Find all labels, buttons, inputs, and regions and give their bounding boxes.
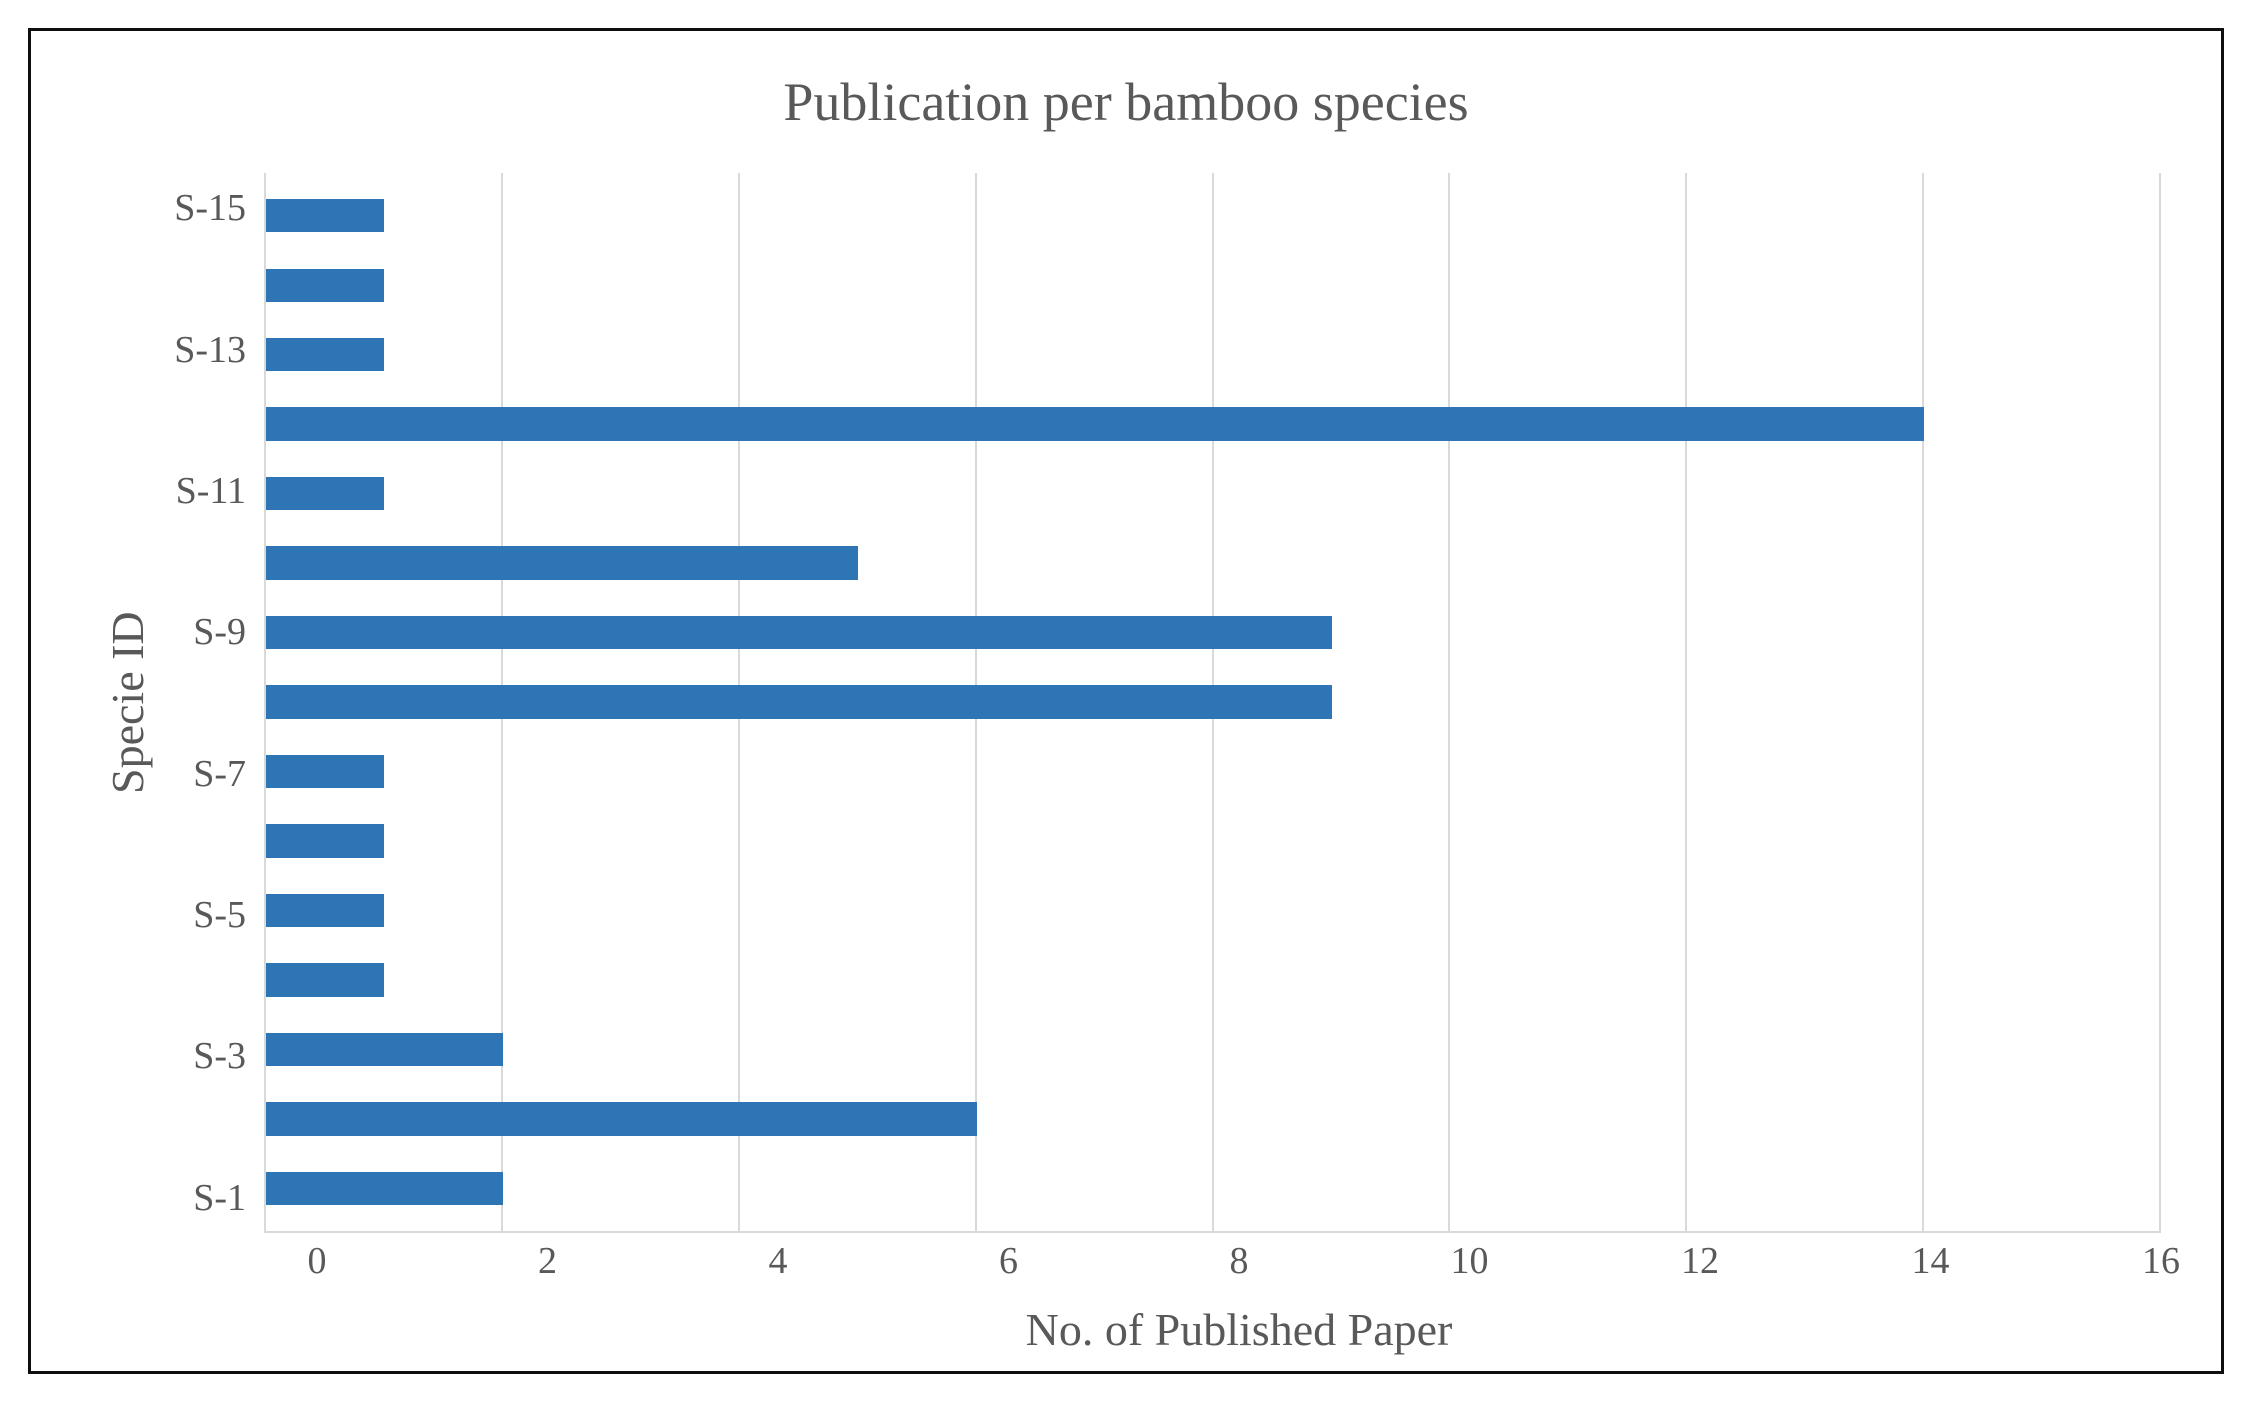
x-tick-label: 16 [2142, 1239, 2180, 1283]
outer-frame: Publication per bamboo species Specie ID… [0, 0, 2252, 1402]
y-tick-label: S-3 [193, 1034, 246, 1078]
y-tick-slot: S-11 [176, 456, 246, 527]
bar [266, 963, 384, 996]
y-tick-slot: S-9 [193, 597, 246, 668]
bar [266, 616, 1332, 649]
bar [266, 1033, 503, 1066]
x-axis-title: No. of Published Paper [317, 1303, 2161, 1356]
y-tick-label: S-13 [174, 328, 246, 372]
plot-wrapper: Specie ID S-15 S-13 S-11 S-9 S-7 S-5 S-3 S-1 [91, 173, 2161, 1233]
bar-slot [266, 667, 2161, 736]
x-axis-left-pad: Specie ID S-15 [91, 1233, 317, 1356]
x-axis-column: 0246810121416 No. of Published Paper [317, 1233, 2161, 1356]
y-tick-slot: S-3 [193, 1021, 246, 1092]
bar-slot [266, 1084, 2161, 1153]
bar-slot [266, 389, 2161, 458]
bar-slot [266, 945, 2161, 1014]
bar-slot [266, 528, 2161, 597]
chart-container: Publication per bamboo species Specie ID… [28, 28, 2224, 1374]
x-tick-label: 12 [1681, 1239, 1719, 1283]
bar [266, 407, 1924, 440]
bar [266, 546, 858, 579]
y-tick-label: S-15 [174, 186, 246, 230]
y-tick-slot: S-15 [174, 173, 246, 244]
bar-slot [266, 459, 2161, 528]
bar [266, 199, 384, 232]
y-tick-label: S-1 [193, 1176, 246, 1220]
x-tick-label: 4 [769, 1239, 788, 1283]
bar-slot [266, 181, 2161, 250]
y-tick-slot: S-7 [193, 738, 246, 809]
x-tick-label: 2 [538, 1239, 557, 1283]
bar [266, 269, 384, 302]
bar-slot [266, 737, 2161, 806]
y-tick-label: S-5 [193, 893, 246, 937]
bar-slot [266, 598, 2161, 667]
y-tick-slot: S-13 [174, 314, 246, 385]
bar-slot [266, 876, 2161, 945]
y-axis-tick-labels: S-15 S-13 S-11 S-9 S-7 S-5 S-3 S-1 [154, 173, 264, 1233]
x-tick-label: 10 [1451, 1239, 1489, 1283]
y-tick-label: S-11 [176, 469, 246, 513]
bar [266, 755, 384, 788]
bar [266, 685, 1332, 718]
y-tick-slot: S-1 [193, 1162, 246, 1233]
y-tick-slot: S-5 [193, 880, 246, 951]
x-axis-tick-labels: 0246810121416 [317, 1233, 2161, 1293]
x-axis-block: Specie ID S-15 0246810121416 No. of Publ… [91, 1233, 2161, 1356]
bar-slot [266, 250, 2161, 319]
bar-slot [266, 1154, 2161, 1223]
bars-layer [266, 173, 2161, 1231]
bar [266, 338, 384, 371]
bar-slot [266, 1015, 2161, 1084]
bar [266, 1172, 503, 1205]
bar-slot [266, 320, 2161, 389]
chart-title: Publication per bamboo species [91, 71, 2161, 133]
x-tick-label: 6 [999, 1239, 1018, 1283]
y-axis-title: Specie ID [91, 173, 154, 1233]
bar [266, 1102, 977, 1135]
bar [266, 477, 384, 510]
y-tick-label: S-7 [193, 752, 246, 796]
x-tick-label: 14 [1912, 1239, 1950, 1283]
x-tick-label: 8 [1230, 1239, 1249, 1283]
x-tick-label: 0 [308, 1239, 327, 1283]
plot-area [264, 173, 2161, 1233]
y-tick-label: S-9 [193, 610, 246, 654]
bar [266, 894, 384, 927]
bar-slot [266, 806, 2161, 875]
bar [266, 824, 384, 857]
